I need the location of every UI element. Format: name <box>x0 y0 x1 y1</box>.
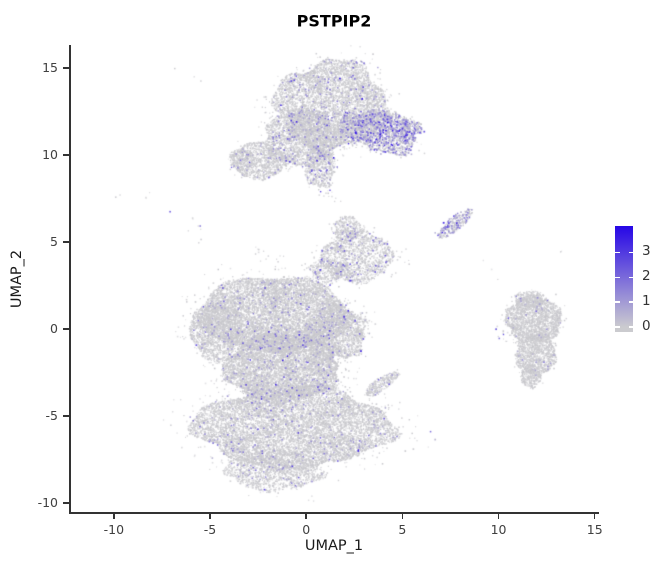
colorbar-tick-mark <box>615 301 620 303</box>
y-tick-label: 0 <box>50 321 58 337</box>
x-tick-mark <box>593 513 596 520</box>
colorbar-tick-label: 2 <box>642 268 651 285</box>
x-axis-title: UMAP_1 <box>304 538 364 554</box>
colorbar-tick-mark <box>628 301 633 303</box>
x-tick-label: -10 <box>103 522 125 537</box>
y-tick-mark <box>62 502 69 504</box>
y-tick-label: -5 <box>45 408 58 424</box>
colorbar-tick-mark <box>615 326 620 328</box>
y-tick-mark <box>62 415 69 417</box>
y-axis-line <box>69 45 71 514</box>
colorbar-gradient <box>615 226 633 332</box>
colorbar-tick-mark <box>628 251 633 253</box>
y-tick-label: 10 <box>42 146 58 162</box>
colorbar-tick-label: 1 <box>642 293 651 310</box>
x-tick-label: 5 <box>398 522 407 537</box>
colorbar-tick-mark <box>615 276 620 278</box>
y-tick-label: 15 <box>42 59 58 75</box>
plot-title: PSTPIP2 <box>296 11 372 31</box>
x-tick-label: 15 <box>586 522 603 537</box>
x-tick-label: 0 <box>302 522 311 537</box>
x-tick-mark <box>497 513 500 520</box>
x-tick-label: 10 <box>490 522 507 537</box>
colorbar-tick-label: 3 <box>642 243 651 260</box>
y-tick-label: 5 <box>50 234 58 250</box>
x-tick-mark <box>401 513 404 520</box>
x-tick-label: -5 <box>203 522 217 537</box>
y-axis-title: UMAP_2 <box>9 249 25 309</box>
y-tick-label: -10 <box>37 495 58 511</box>
x-tick-mark <box>113 513 115 520</box>
x-tick-mark <box>305 513 307 520</box>
y-tick-mark <box>62 154 69 156</box>
y-tick-mark <box>62 241 69 243</box>
colorbar-tick-label: 0 <box>642 318 651 334</box>
y-tick-mark <box>62 328 69 330</box>
colorbar-tick-mark <box>615 251 620 253</box>
colorbar-tick-mark <box>628 326 633 328</box>
y-tick-mark <box>62 67 69 69</box>
colorbar-tick-mark <box>628 276 633 278</box>
x-tick-mark <box>209 513 211 520</box>
x-axis-line <box>69 512 599 514</box>
